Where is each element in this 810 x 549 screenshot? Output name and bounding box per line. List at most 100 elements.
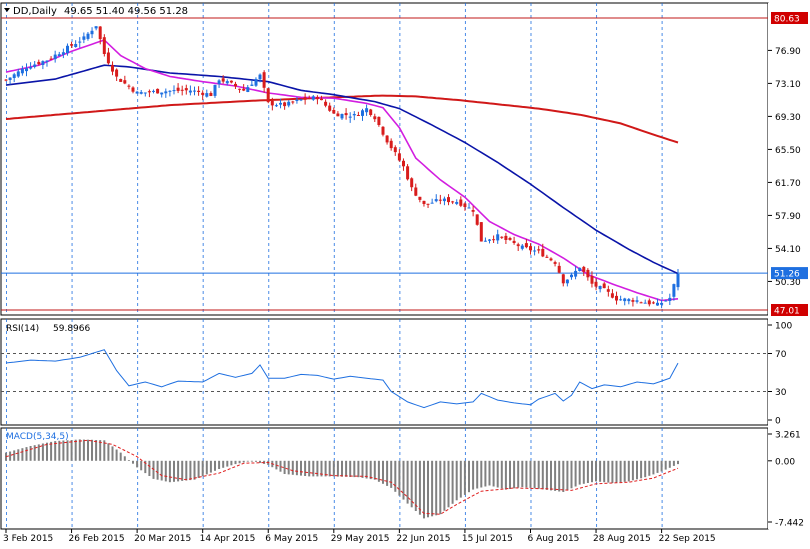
- macd-bar: [201, 460, 204, 477]
- macd-bar: [513, 460, 516, 489]
- candle-body: [656, 302, 659, 306]
- macd-bar: [672, 460, 675, 466]
- candle-body: [565, 279, 569, 284]
- candle-body: [45, 60, 49, 62]
- dropdown-triangle-icon[interactable]: [4, 8, 10, 12]
- candle-body: [213, 84, 217, 96]
- candle-body: [541, 248, 545, 257]
- macd-bar: [54, 441, 57, 461]
- candle-body: [20, 68, 24, 74]
- macd-bar: [111, 446, 114, 461]
- macd-bar: [402, 460, 405, 500]
- current-price-badge: 51.26: [774, 270, 800, 280]
- candle-body: [61, 52, 65, 55]
- macd-bar: [533, 460, 536, 489]
- candle-body: [549, 258, 553, 261]
- candle-body: [414, 187, 418, 196]
- macd-bar: [41, 443, 44, 461]
- candle-body: [53, 54, 57, 60]
- macd-bar: [259, 460, 261, 463]
- candle-body: [410, 178, 414, 188]
- candle-body: [651, 302, 655, 304]
- candle-body: [344, 113, 348, 116]
- macd-bar: [586, 460, 589, 483]
- candle-body: [168, 90, 172, 92]
- level-badge: 80.63: [774, 15, 800, 25]
- candle-body: [152, 90, 155, 92]
- candle-body: [598, 286, 602, 290]
- candle-body: [287, 101, 291, 106]
- date-label: 6 May 2015: [265, 534, 318, 544]
- candle-body: [201, 92, 205, 95]
- level-badge-bg: [771, 304, 808, 316]
- price-tick-label: 73.10: [775, 80, 801, 90]
- macd-bar: [295, 460, 298, 476]
- candle-body: [295, 99, 299, 101]
- macd-bar: [382, 460, 384, 484]
- date-label: 28 Aug 2015: [593, 534, 651, 544]
- macd-bar: [205, 460, 208, 475]
- candle-body: [205, 93, 209, 97]
- candle-body: [578, 267, 582, 271]
- price-axis-ticks: 76.90 73.10 69.30 65.50 61.70 57.90 54.10 50.30: [768, 47, 801, 288]
- price-badges: 80.63 51.26 47.01: [771, 12, 808, 317]
- macd-bar: [95, 440, 98, 461]
- macd-bar: [144, 460, 147, 474]
- candle-body: [643, 302, 647, 304]
- candle-body: [336, 113, 340, 117]
- macd-bar: [435, 460, 438, 516]
- macd-bar: [361, 460, 364, 478]
- rsi-tick-label: 30: [775, 388, 787, 398]
- macd-bar: [447, 460, 450, 508]
- candle-body: [184, 88, 188, 91]
- macd-bar: [410, 460, 413, 508]
- macd-bar: [222, 460, 225, 468]
- macd-bar: [234, 460, 237, 465]
- rsi-axis-ticks: 100 70 30 0: [768, 322, 792, 427]
- date-label: 20 Mar 2015: [134, 534, 191, 544]
- candle-body: [217, 80, 221, 84]
- candle-body: [459, 199, 463, 206]
- macd-bar: [595, 460, 597, 482]
- candle-body: [520, 245, 524, 249]
- macd-bar: [209, 460, 212, 473]
- candle-body: [639, 302, 643, 304]
- macd-bar: [377, 460, 380, 482]
- date-label: 29 May 2015: [331, 534, 390, 544]
- macd-bar: [127, 460, 130, 461]
- candle-body: [672, 284, 676, 297]
- macd-bar: [226, 460, 229, 467]
- candle-body: [594, 281, 598, 287]
- macd-tick-label: 3.261: [775, 431, 801, 441]
- candle-body: [311, 96, 315, 100]
- macd-bar: [238, 460, 241, 464]
- candle-body: [455, 202, 459, 204]
- candle-body: [537, 249, 541, 251]
- macd-bar: [173, 460, 175, 482]
- candle-body: [4, 79, 8, 81]
- macd-bar: [463, 460, 466, 495]
- macd-bar: [255, 460, 257, 462]
- candle-body: [180, 89, 184, 91]
- macd-bar: [353, 460, 356, 478]
- macd-bar: [242, 460, 245, 463]
- candle-body: [172, 90, 176, 92]
- macd-bar: [504, 460, 507, 490]
- rsi-tick-label: 70: [775, 350, 787, 360]
- macd-bar: [619, 460, 622, 483]
- rsi-indicator-value: 59.8966: [53, 324, 90, 334]
- candle-body: [86, 33, 90, 39]
- price-tick-label: 69.30: [775, 113, 801, 123]
- macd-bar: [627, 460, 630, 482]
- ohlc-readout: 49.65 51.40 49.56 51.28: [64, 6, 188, 17]
- candle-body: [406, 166, 410, 180]
- macd-signal-line: [5, 439, 679, 515]
- macd-bar: [74, 439, 77, 461]
- current-price-badge-bg: [771, 267, 808, 280]
- candle-body: [463, 203, 467, 207]
- macd-bar: [78, 439, 81, 461]
- candle-body: [279, 102, 282, 105]
- candle-body: [332, 110, 336, 114]
- rsi-level-lines: [1, 353, 768, 392]
- candle-body: [676, 273, 680, 288]
